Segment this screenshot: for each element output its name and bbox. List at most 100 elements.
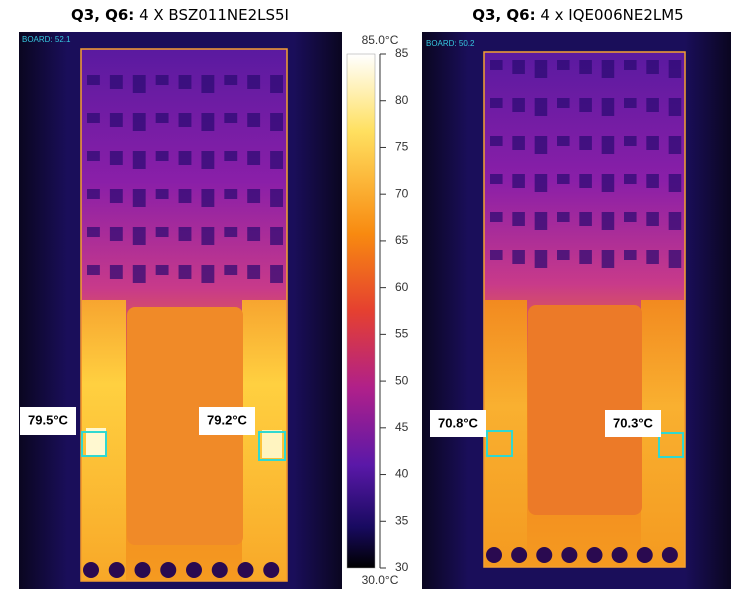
tick-label: 40 bbox=[395, 467, 409, 481]
component bbox=[512, 212, 525, 226]
component bbox=[486, 547, 502, 563]
component bbox=[611, 547, 628, 563]
component bbox=[224, 151, 238, 161]
component bbox=[178, 151, 192, 165]
component bbox=[263, 562, 280, 578]
component bbox=[109, 113, 123, 127]
tick-label: 50 bbox=[395, 373, 409, 387]
tick-label: 35 bbox=[395, 513, 409, 527]
component bbox=[270, 113, 283, 131]
component bbox=[247, 75, 261, 89]
component bbox=[668, 250, 682, 268]
component bbox=[211, 562, 228, 578]
left-board-label: BOARD: 52.1 bbox=[22, 35, 71, 44]
component bbox=[579, 60, 592, 74]
component bbox=[155, 113, 169, 123]
component bbox=[201, 151, 215, 169]
component bbox=[646, 98, 659, 112]
component bbox=[624, 174, 637, 184]
component bbox=[109, 151, 123, 165]
component bbox=[224, 227, 238, 237]
component bbox=[132, 75, 146, 93]
component bbox=[155, 265, 169, 275]
component bbox=[490, 60, 503, 70]
component bbox=[224, 75, 238, 85]
component bbox=[534, 250, 548, 268]
component bbox=[224, 265, 238, 275]
component bbox=[557, 98, 570, 108]
spot-label: 79.5°C bbox=[28, 412, 69, 427]
component bbox=[247, 189, 261, 203]
component bbox=[178, 189, 192, 203]
component bbox=[557, 136, 570, 146]
right-title-bold: Q3, Q6: bbox=[472, 6, 535, 24]
component bbox=[601, 250, 615, 268]
tick-label: 70 bbox=[395, 186, 409, 200]
right-board-label: BOARD: 50.2 bbox=[426, 39, 475, 48]
component bbox=[132, 265, 146, 283]
component bbox=[132, 113, 146, 131]
component bbox=[87, 189, 100, 199]
component bbox=[224, 113, 238, 123]
left-title-bold: Q3, Q6: bbox=[71, 6, 134, 24]
component bbox=[87, 75, 100, 85]
right-title-rest: 4 x IQE006NE2LM5 bbox=[540, 6, 683, 24]
component bbox=[668, 174, 682, 192]
component bbox=[247, 265, 261, 279]
component bbox=[624, 212, 637, 222]
component bbox=[270, 227, 283, 245]
component bbox=[224, 189, 238, 199]
component bbox=[155, 75, 169, 85]
component bbox=[536, 547, 553, 563]
component bbox=[178, 113, 192, 127]
component bbox=[186, 562, 202, 578]
component bbox=[155, 227, 169, 237]
component bbox=[561, 547, 578, 563]
component bbox=[512, 98, 525, 112]
component bbox=[178, 227, 192, 241]
component bbox=[490, 250, 503, 260]
component bbox=[134, 562, 151, 578]
component bbox=[557, 174, 570, 184]
left-title: Q3, Q6: 4 X BSZ011NE2LS5I bbox=[71, 6, 289, 24]
component bbox=[512, 60, 525, 74]
tick-label: 60 bbox=[395, 280, 409, 294]
component bbox=[534, 136, 548, 154]
component bbox=[586, 547, 603, 563]
component bbox=[601, 212, 615, 230]
component bbox=[237, 562, 254, 578]
component bbox=[646, 60, 659, 74]
component bbox=[109, 265, 123, 279]
component bbox=[668, 98, 682, 116]
component bbox=[201, 189, 215, 207]
component bbox=[108, 562, 125, 578]
component bbox=[601, 136, 615, 154]
component bbox=[579, 98, 592, 112]
component bbox=[624, 136, 637, 146]
colorbar: 85.0°C 30.0°C 85 80 75 70 65 60 55 50 45 40 35 30 bbox=[346, 33, 409, 587]
component bbox=[534, 212, 548, 230]
colorbar-max: 85.0°C bbox=[362, 33, 399, 47]
component bbox=[557, 60, 570, 70]
component bbox=[668, 136, 682, 154]
spot-label: 70.3°C bbox=[613, 415, 654, 430]
left-title-rest: 4 X BSZ011NE2LS5I bbox=[139, 6, 289, 24]
tick-label: 80 bbox=[395, 93, 409, 107]
component bbox=[247, 113, 261, 127]
component bbox=[83, 562, 99, 578]
component bbox=[557, 250, 570, 260]
component bbox=[636, 547, 653, 563]
component bbox=[109, 75, 123, 89]
component bbox=[201, 75, 215, 93]
component bbox=[557, 212, 570, 222]
component bbox=[646, 250, 659, 264]
component bbox=[534, 98, 548, 116]
component bbox=[579, 250, 592, 264]
component bbox=[201, 265, 215, 283]
component bbox=[87, 265, 100, 275]
component bbox=[534, 174, 548, 192]
component bbox=[160, 562, 177, 578]
component bbox=[624, 60, 637, 70]
component bbox=[512, 250, 525, 264]
